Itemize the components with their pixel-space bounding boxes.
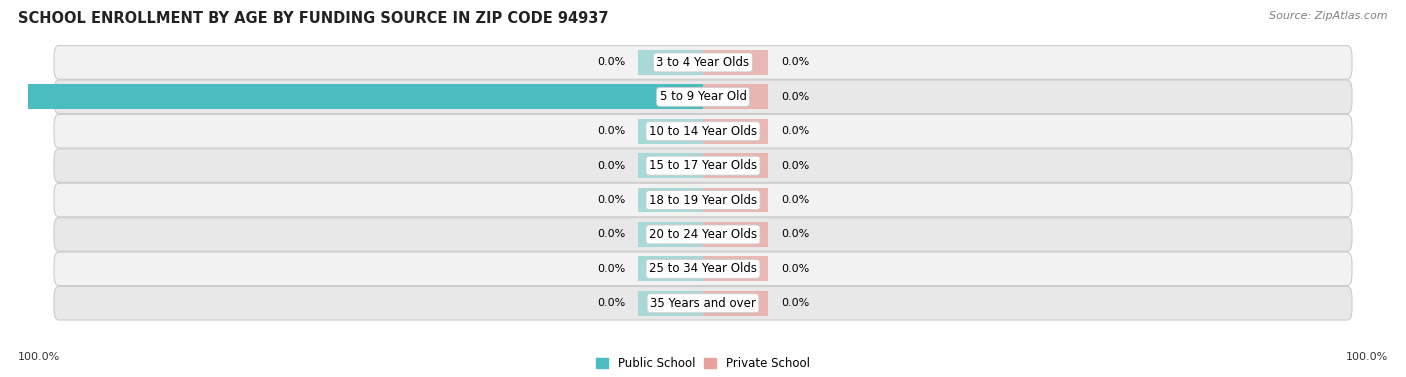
Bar bbox=[703, 222, 768, 247]
Bar bbox=[638, 119, 703, 144]
Text: 0.0%: 0.0% bbox=[598, 195, 626, 205]
Bar bbox=[703, 153, 768, 178]
Text: 18 to 19 Year Olds: 18 to 19 Year Olds bbox=[650, 193, 756, 207]
Bar bbox=[703, 84, 768, 109]
Bar bbox=[703, 188, 768, 212]
Text: 0.0%: 0.0% bbox=[598, 298, 626, 308]
Text: 5 to 9 Year Old: 5 to 9 Year Old bbox=[659, 90, 747, 103]
Text: 0.0%: 0.0% bbox=[598, 57, 626, 67]
Bar bbox=[703, 256, 768, 281]
Bar bbox=[703, 119, 768, 144]
Bar bbox=[703, 50, 768, 75]
Text: 0.0%: 0.0% bbox=[598, 264, 626, 274]
FancyBboxPatch shape bbox=[53, 115, 1353, 148]
Bar bbox=[0, 84, 703, 109]
FancyBboxPatch shape bbox=[53, 252, 1353, 286]
Text: 0.0%: 0.0% bbox=[780, 195, 808, 205]
Legend: Public School, Private School: Public School, Private School bbox=[592, 352, 814, 375]
Bar bbox=[638, 50, 703, 75]
Text: 25 to 34 Year Olds: 25 to 34 Year Olds bbox=[650, 262, 756, 275]
Text: 0.0%: 0.0% bbox=[780, 161, 808, 171]
FancyBboxPatch shape bbox=[53, 46, 1353, 79]
Text: 10 to 14 Year Olds: 10 to 14 Year Olds bbox=[650, 125, 756, 138]
Bar bbox=[638, 188, 703, 212]
Bar bbox=[638, 291, 703, 316]
Bar bbox=[703, 291, 768, 316]
Text: 0.0%: 0.0% bbox=[780, 57, 808, 67]
FancyBboxPatch shape bbox=[53, 218, 1353, 251]
Text: 0.0%: 0.0% bbox=[780, 92, 808, 102]
Text: 100.0%: 100.0% bbox=[1346, 352, 1388, 362]
Text: 0.0%: 0.0% bbox=[780, 230, 808, 239]
Text: 0.0%: 0.0% bbox=[598, 230, 626, 239]
Text: 0.0%: 0.0% bbox=[598, 126, 626, 136]
FancyBboxPatch shape bbox=[53, 80, 1353, 113]
Text: 0.0%: 0.0% bbox=[598, 161, 626, 171]
Bar bbox=[638, 256, 703, 281]
Text: 0.0%: 0.0% bbox=[780, 298, 808, 308]
FancyBboxPatch shape bbox=[53, 287, 1353, 320]
Text: 0.0%: 0.0% bbox=[780, 264, 808, 274]
FancyBboxPatch shape bbox=[53, 183, 1353, 217]
FancyBboxPatch shape bbox=[53, 149, 1353, 182]
Text: 15 to 17 Year Olds: 15 to 17 Year Olds bbox=[650, 159, 756, 172]
Text: Source: ZipAtlas.com: Source: ZipAtlas.com bbox=[1270, 11, 1388, 21]
Text: 100.0%: 100.0% bbox=[18, 352, 60, 362]
Text: 3 to 4 Year Olds: 3 to 4 Year Olds bbox=[657, 56, 749, 69]
Text: SCHOOL ENROLLMENT BY AGE BY FUNDING SOURCE IN ZIP CODE 94937: SCHOOL ENROLLMENT BY AGE BY FUNDING SOUR… bbox=[18, 11, 609, 26]
Bar bbox=[638, 222, 703, 247]
Text: 0.0%: 0.0% bbox=[780, 126, 808, 136]
Text: 35 Years and over: 35 Years and over bbox=[650, 297, 756, 310]
Bar bbox=[638, 153, 703, 178]
Text: 20 to 24 Year Olds: 20 to 24 Year Olds bbox=[650, 228, 756, 241]
